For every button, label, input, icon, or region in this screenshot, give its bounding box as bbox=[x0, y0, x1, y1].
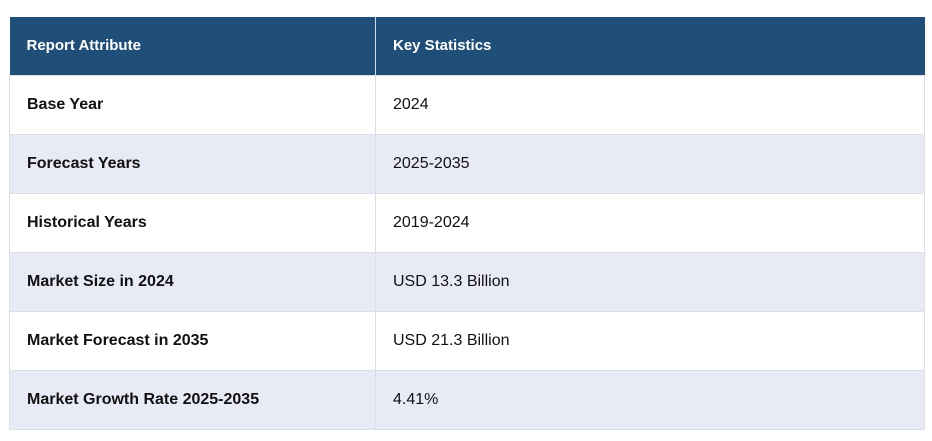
table-row-market-size: Market Size in 2024 USD 13.3 Billion bbox=[9, 251, 925, 312]
value-cell: 4.41% bbox=[375, 369, 925, 430]
report-statistics-table: Report Attribute Key Statistics Base Yea… bbox=[9, 17, 925, 430]
attribute-cell: Market Growth Rate 2025-2035 bbox=[9, 369, 376, 430]
value-cell: USD 13.3 Billion bbox=[375, 251, 925, 312]
attribute-cell: Historical Years bbox=[9, 192, 376, 253]
attribute-cell: Market Size in 2024 bbox=[9, 251, 376, 312]
table-row-historical-years: Historical Years 2019-2024 bbox=[9, 192, 925, 253]
value-cell: 2025-2035 bbox=[375, 133, 925, 194]
value-cell: USD 21.3 Billion bbox=[375, 310, 925, 371]
value-cell: 2019-2024 bbox=[375, 192, 925, 253]
header-row: Report Attribute Key Statistics bbox=[9, 17, 925, 75]
table-row-growth-rate: Market Growth Rate 2025-2035 4.41% bbox=[9, 369, 925, 430]
column-header-report-attribute: Report Attribute bbox=[9, 17, 376, 75]
table-body: Base Year 2024 Forecast Years 2025-2035 … bbox=[9, 74, 925, 430]
table-row-market-forecast: Market Forecast in 2035 USD 21.3 Billion bbox=[9, 310, 925, 371]
table-row-forecast-years: Forecast Years 2025-2035 bbox=[9, 133, 925, 194]
value-cell: 2024 bbox=[375, 74, 925, 135]
column-header-key-statistics: Key Statistics bbox=[375, 17, 925, 75]
attribute-cell: Base Year bbox=[9, 74, 376, 135]
attribute-cell: Market Forecast in 2035 bbox=[9, 310, 376, 371]
attribute-cell: Forecast Years bbox=[9, 133, 376, 194]
table-header: Report Attribute Key Statistics bbox=[9, 17, 925, 75]
table-row-base-year: Base Year 2024 bbox=[9, 74, 925, 135]
